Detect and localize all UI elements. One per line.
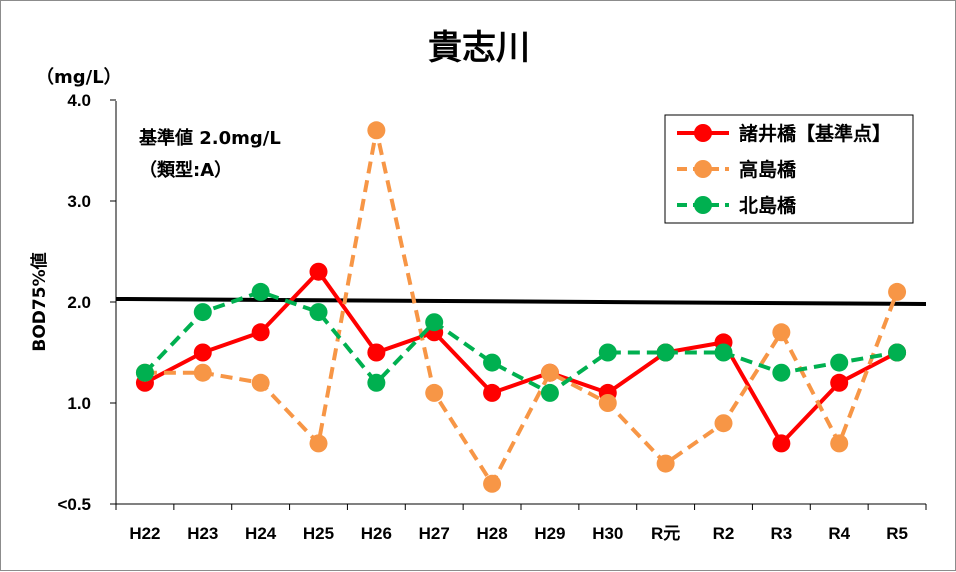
data-point	[193, 363, 212, 382]
data-point	[540, 363, 559, 382]
y-tick-label: <0.5	[57, 495, 91, 514]
x-tick-label: H25	[303, 524, 334, 543]
x-tick-label: H23	[187, 524, 218, 543]
data-point	[656, 454, 675, 473]
data-point	[483, 383, 502, 402]
x-tick-label: H26	[361, 524, 392, 543]
x-tick-label: H28	[476, 524, 507, 543]
data-point	[772, 363, 791, 382]
plot-area	[115, 121, 927, 493]
data-point	[830, 434, 849, 453]
unit-label: （mg/L）	[36, 67, 122, 88]
legend-label: 高島橋	[739, 158, 797, 181]
data-point	[540, 383, 559, 402]
legend-swatch-marker	[694, 160, 712, 178]
chart-title: 貴志川	[428, 28, 530, 68]
data-point	[367, 343, 386, 362]
data-point	[425, 313, 444, 332]
data-point	[714, 414, 733, 433]
data-point	[830, 373, 849, 392]
y-tick-label: 3.0	[67, 192, 91, 211]
series-line	[144, 128, 899, 486]
data-point	[251, 373, 270, 392]
x-tick-label: H29	[534, 524, 565, 543]
reference-note-line2: （類型:A）	[139, 159, 232, 181]
data-point	[425, 383, 444, 402]
x-tick-label: H30	[592, 524, 623, 543]
reference-line	[115, 296, 927, 307]
data-point	[772, 323, 791, 342]
x-tick-label: R4	[828, 524, 850, 543]
reference-note-line1: 基準値 2.0mg/L	[138, 127, 281, 149]
data-point	[483, 474, 502, 493]
data-point	[888, 282, 907, 301]
data-point	[367, 373, 386, 392]
data-point	[830, 353, 849, 372]
data-point	[598, 394, 617, 412]
data-point	[598, 343, 617, 362]
data-point	[483, 353, 502, 372]
y-tick-label: 4.0	[67, 91, 91, 110]
legend-swatch-marker	[694, 124, 712, 142]
legend-label: 北島橋	[739, 194, 797, 217]
data-point	[193, 303, 212, 322]
x-tick-label: R元	[651, 524, 680, 543]
data-point	[714, 343, 733, 362]
data-point	[888, 343, 907, 362]
x-tick-label: R3	[770, 524, 792, 543]
data-point	[656, 343, 675, 362]
y-tick-label: 1.0	[67, 394, 91, 413]
x-tick-label: H22	[129, 524, 160, 543]
series-line	[143, 289, 898, 395]
x-tick-label: H24	[245, 524, 277, 543]
data-point	[309, 303, 328, 322]
x-tick-label: R2	[713, 524, 735, 543]
legend-swatch-marker	[694, 196, 712, 214]
data-point	[772, 434, 791, 453]
y-axis-label: BOD75%値	[29, 252, 50, 351]
x-tick-label: H27	[419, 524, 450, 543]
x-tick-label: R5	[886, 524, 908, 543]
y-tick-label: 2.0	[67, 293, 91, 312]
data-point	[193, 343, 212, 362]
data-point	[251, 323, 270, 342]
data-point	[251, 282, 270, 301]
axes: <0.5 1.0 2.0 3.0 4.0 H22 H23 H24 H25 H26 H27 H28 H29…	[57, 91, 927, 543]
series-line	[143, 269, 899, 446]
legend-label: 諸井橋【基準点】	[739, 122, 891, 145]
data-point	[135, 363, 154, 382]
data-point	[309, 262, 328, 281]
data-point	[309, 434, 328, 453]
data-point	[367, 121, 386, 140]
